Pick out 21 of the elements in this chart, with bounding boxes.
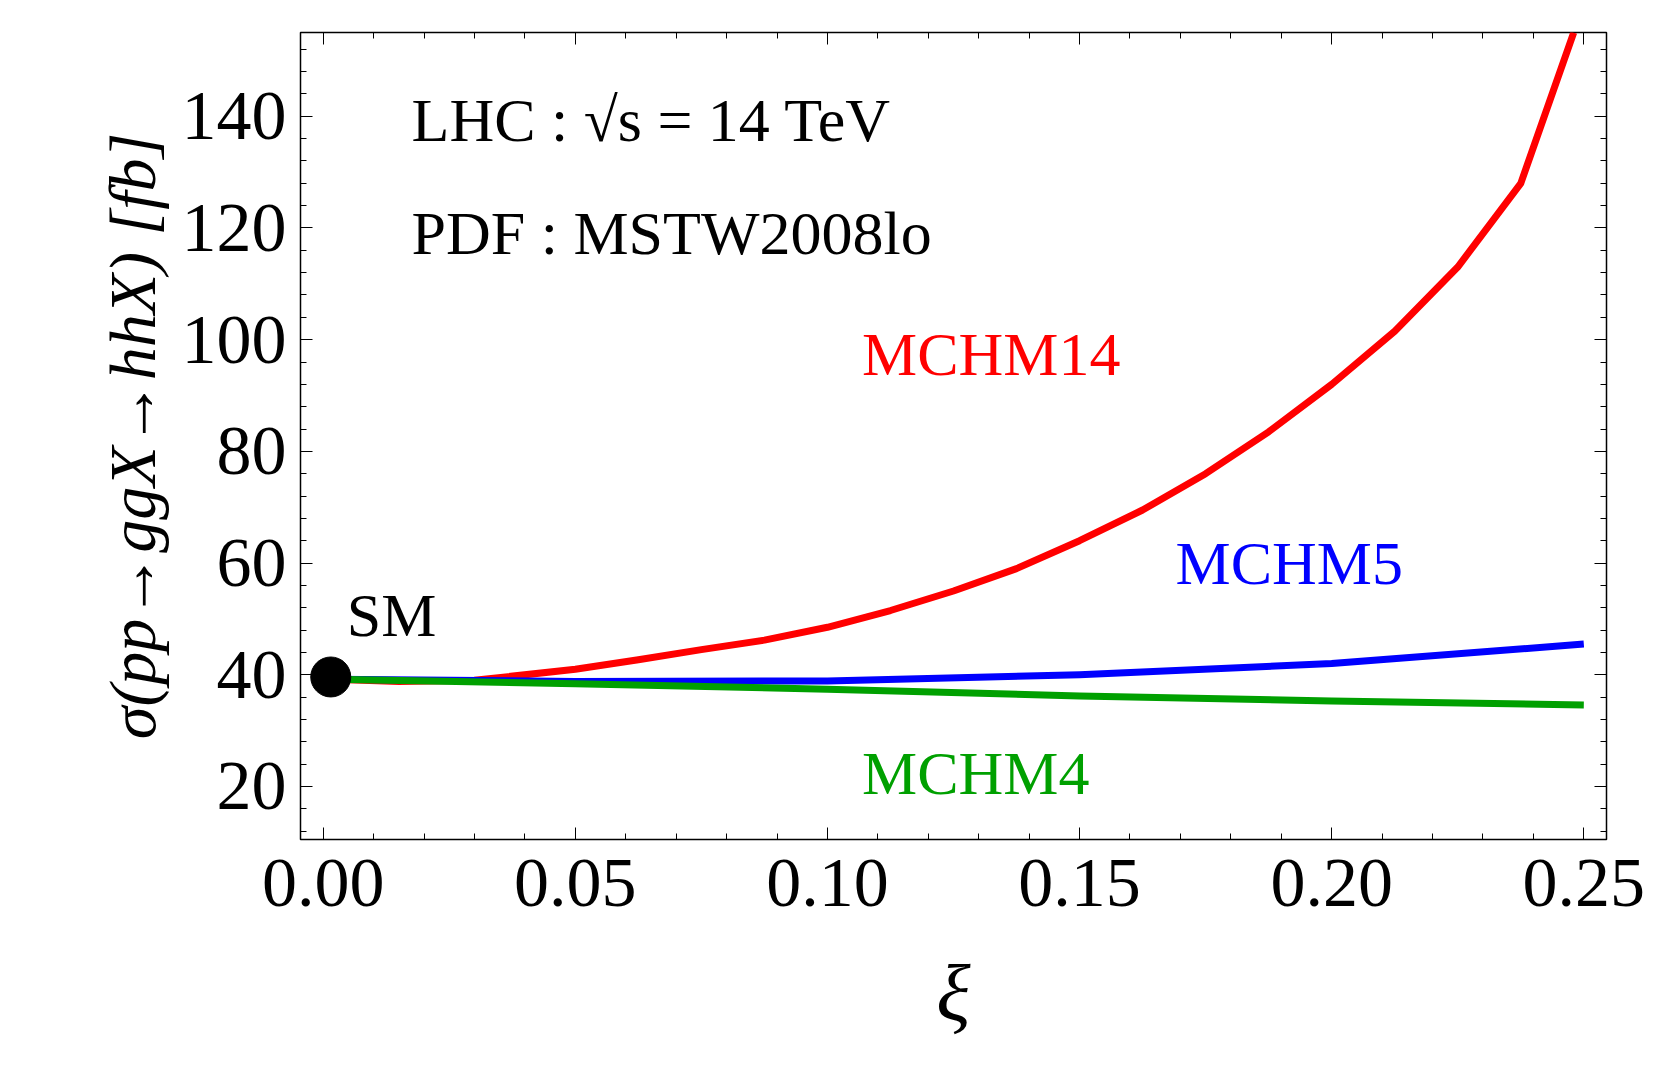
y-tick-label: 140 [181, 77, 287, 155]
series-label: MCHM14 [862, 319, 1121, 388]
y-tick-label: 80 [216, 412, 287, 490]
y-tick-label: 120 [181, 188, 287, 266]
x-tick-label: 0.15 [1018, 843, 1141, 921]
x-tick-label: 0.25 [1522, 843, 1646, 921]
annotation: PDF : MSTW2008lo [411, 198, 932, 267]
x-tick-label: 0.00 [261, 843, 385, 921]
y-tick-label: 40 [216, 635, 287, 713]
x-tick-label: 0.10 [766, 843, 889, 921]
annotation: SM [346, 580, 437, 649]
y-tick-label: 100 [181, 300, 287, 378]
series-label: MCHM5 [1175, 529, 1403, 598]
series-label: MCHM4 [862, 739, 1090, 808]
x-tick-label: 0.05 [514, 843, 637, 921]
x-axis-title: ξ [936, 948, 972, 1037]
y-tick-label: 60 [216, 524, 287, 602]
annotation: LHC : √s = 14 TeV [411, 85, 891, 154]
x-tick-label: 0.20 [1270, 843, 1393, 921]
y-axis-title: σ(pp→ggX→hhX) [fb] [95, 132, 170, 740]
y-tick-label: 20 [216, 747, 287, 825]
